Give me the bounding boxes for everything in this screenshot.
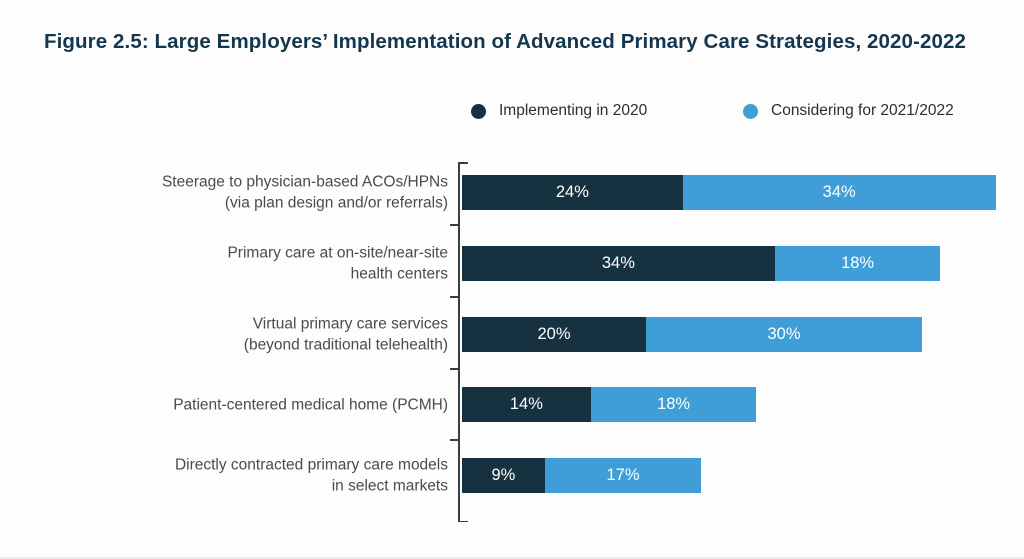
legend-item-implementing-2020: Implementing in 2020 [471, 102, 647, 120]
axis-tick-separator [450, 439, 459, 441]
bar-value-label: 14% [509, 395, 543, 413]
chart-row: Directly contracted primary care models … [0, 456, 1024, 495]
category-label-line: health centers [350, 265, 448, 283]
axis-tick-separator [450, 368, 459, 370]
bar-value-label: 20% [537, 325, 571, 343]
category-label-line: Steerage to physician-based ACOs/HPNs [161, 173, 448, 190]
legend-label: Considering for 2021/2022 [771, 102, 954, 119]
axis-tick-separator [450, 224, 459, 226]
chart-row: Steerage to physician-based ACOs/HPNs (v… [0, 173, 1024, 212]
chart-row: Patient-centered medical home (PCMH) 14%… [0, 387, 1024, 422]
category-label-line: Virtual primary care services [252, 315, 448, 332]
axis-tick-separator [450, 296, 459, 298]
bar-value-label: 17% [606, 466, 640, 484]
axis-tick-bottom [458, 520, 468, 522]
bar-segment-implementing-2020: 20% [462, 317, 646, 352]
legend-item-considering-2021-2022: Considering for 2021/2022 [743, 102, 954, 120]
bar-value-label: 18% [841, 254, 875, 272]
bar-segment-considering-2021-2022: 30% [646, 317, 922, 352]
category-label: Steerage to physician-based ACOs/HPNs (v… [0, 171, 448, 214]
bar-value-label: 18% [657, 395, 691, 413]
legend-label: Implementing in 2020 [499, 102, 648, 119]
bar-segment-implementing-2020: 24% [462, 175, 683, 210]
category-label-line: (beyond traditional telehealth) [243, 336, 448, 354]
bar-value-label: 34% [601, 254, 635, 272]
bar-value-label: 34% [822, 183, 856, 201]
bar-value-label: 24% [555, 183, 589, 201]
bar-value-label: 9% [491, 466, 516, 484]
category-label-line: Patient-centered medical home (PCMH) [173, 395, 448, 413]
axis-tick-top [458, 162, 468, 164]
legend-dot-icon [743, 103, 758, 119]
bar-segment-implementing-2020: 14% [462, 387, 591, 422]
category-label-line: (via plan design and/or referrals) [224, 194, 448, 212]
legend-dot-icon [471, 103, 486, 119]
bar-segment-considering-2021-2022: 17% [544, 458, 702, 493]
category-label: Directly contracted primary care models … [0, 454, 448, 497]
category-label: Patient-centered medical home (PCMH) [0, 394, 448, 416]
category-label-line: Primary care at on-site/near-site [227, 244, 448, 261]
category-label-line: Directly contracted primary care models [174, 456, 448, 473]
chart-row: Virtual primary care services (beyond tr… [0, 315, 1024, 354]
bar-segment-considering-2021-2022: 18% [774, 246, 941, 281]
bar-segment-considering-2021-2022: 34% [682, 175, 996, 210]
axis-line [458, 162, 460, 522]
category-label: Primary care at on-site/near-site health… [0, 242, 448, 285]
bar-segment-implementing-2020: 9% [462, 458, 545, 493]
bar-value-label: 30% [767, 325, 801, 343]
figure-title: Figure 2.5: Large Employers’ Implementat… [44, 30, 966, 53]
bar-segment-considering-2021-2022: 18% [590, 387, 757, 422]
category-label-line: in select markets [331, 477, 448, 495]
bar-segment-implementing-2020: 34% [462, 246, 775, 281]
chart-row: Primary care at on-site/near-site health… [0, 244, 1024, 283]
category-label: Virtual primary care services (beyond tr… [0, 313, 448, 356]
